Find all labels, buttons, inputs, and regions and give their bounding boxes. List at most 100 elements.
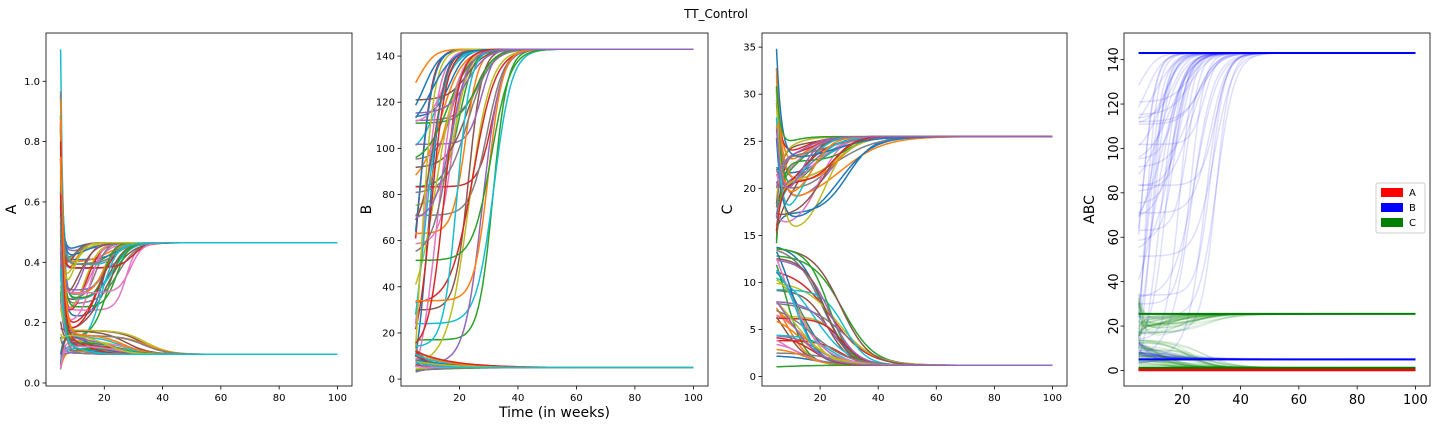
x-tick-label: 40: [156, 393, 169, 404]
panel-abc: ABC 20 40 60 80 100 0 20 40 60 80 100 120 140 ABC: [1082, 32, 1431, 408]
y-tick-label: 60: [382, 236, 395, 247]
plot-area: [59, 49, 338, 370]
x-tick-label: 100: [1403, 393, 1428, 408]
y-tick-label: 60: [1107, 229, 1122, 246]
y-tick-label: 15: [743, 231, 756, 242]
y-axis-label: ABC: [1082, 195, 1098, 224]
series-line: [59, 222, 338, 311]
y-tick-label: 25: [743, 137, 756, 148]
legend-label: C: [1409, 218, 1416, 229]
panel-b: 20 40 60 80 100 0 20 40 60 80 100 120 140 B Time (in w…: [359, 32, 709, 421]
y-axis-label: A: [4, 204, 20, 214]
y-tick-label: 0.8: [24, 137, 40, 148]
x-tick-label: 20: [453, 393, 466, 404]
x-tick-label: 100: [1043, 393, 1062, 404]
x-tick-label: 100: [328, 393, 347, 404]
x-tick-label: 40: [1232, 393, 1249, 408]
series-line: [59, 191, 338, 252]
series-line: [415, 48, 694, 219]
x-axis-label: Time (in weeks): [498, 405, 610, 421]
series-line: [775, 87, 1053, 180]
series-line: [776, 309, 1053, 367]
y-axis-label: B: [359, 205, 375, 215]
y-tick-label: 100: [376, 144, 395, 155]
y-tick-label: 0.4: [24, 258, 40, 269]
y-tick-label: 40: [1107, 273, 1122, 290]
series-line: [775, 85, 1053, 142]
y-tick-label: 0.2: [24, 318, 40, 329]
legend-swatch: [1381, 188, 1403, 197]
y-tick-label: 1.0: [24, 77, 40, 88]
y-tick-label: 20: [1107, 318, 1122, 335]
series-line: [775, 301, 1053, 367]
legend: ABC: [1375, 182, 1426, 234]
x-tick-label: 20: [814, 393, 827, 404]
series-line: [59, 170, 338, 356]
series-line: [59, 178, 338, 281]
y-tick-label: 10: [743, 278, 756, 289]
y-tick-label: 0: [1107, 366, 1122, 374]
y-tick-label: 0.6: [24, 197, 40, 208]
y-tick-label: 140: [376, 52, 395, 63]
x-tick-label: 80: [988, 393, 1001, 404]
series-line: [59, 145, 338, 337]
x-tick-label: 100: [684, 393, 703, 404]
series-line: [59, 116, 338, 356]
x-tick-label: 60: [930, 393, 943, 404]
legend-label: B: [1409, 203, 1416, 214]
series-line: [415, 48, 694, 245]
y-tick-label: 100: [1107, 136, 1122, 161]
series-line: [59, 99, 338, 263]
series-line: [59, 115, 338, 265]
series-line: [415, 361, 694, 369]
series-line: [59, 95, 338, 323]
y-tick-label: 0: [750, 372, 756, 383]
y-tick-label: 120: [1107, 92, 1122, 117]
series-line: [775, 48, 1053, 158]
series-line: [1137, 52, 1416, 229]
series-line: [415, 48, 694, 252]
series-line: [59, 185, 338, 356]
y-tick-label: 80: [1107, 185, 1122, 202]
series-line: [414, 48, 694, 232]
x-tick-label: 40: [872, 393, 885, 404]
series-line: [59, 158, 338, 256]
series-line: [59, 206, 338, 344]
axes-frame: [761, 32, 1068, 387]
axes-frame: [45, 32, 353, 387]
y-tick-label: 30: [743, 90, 756, 101]
y-tick-label: 140: [1107, 47, 1122, 72]
axes-frame: [1123, 32, 1431, 387]
y-tick-label: 20: [382, 328, 395, 339]
series-line: [59, 128, 338, 317]
legend-label: A: [1409, 188, 1416, 199]
series-line: [1138, 52, 1416, 241]
x-tick-label: 80: [273, 393, 286, 404]
series-line: [59, 176, 338, 249]
plot-area: [414, 48, 694, 373]
series-line: [1138, 52, 1416, 249]
x-tick-label: 40: [512, 393, 525, 404]
x-tick-label: 80: [1349, 393, 1366, 408]
series-line: [775, 67, 1053, 181]
panel-c: 20 40 60 80 100 0 5 10 15 20 25 30 35 C: [720, 32, 1068, 404]
y-tick-label: 80: [382, 190, 395, 201]
axes-frame: [400, 32, 709, 387]
legend-swatch: [1381, 218, 1403, 227]
series-line: [59, 267, 338, 356]
x-tick-label: 20: [1174, 393, 1191, 408]
y-tick-label: 0.0: [24, 378, 40, 389]
panel-a: 20 40 60 80 100 0.0 0.2 0.4 0.6 0.8 1.0 A: [4, 32, 353, 404]
series-line: [775, 128, 1053, 189]
y-tick-label: 120: [376, 98, 395, 109]
series-line: [59, 123, 338, 329]
y-tick-label: 0: [389, 375, 395, 386]
legend-swatch: [1381, 203, 1403, 212]
x-tick-label: 60: [1291, 393, 1308, 408]
plot-area: [775, 48, 1053, 368]
y-tick-label: 40: [382, 282, 395, 293]
series-line: [776, 309, 1053, 367]
y-axis-label: C: [720, 204, 736, 214]
y-tick-label: 5: [750, 325, 756, 336]
